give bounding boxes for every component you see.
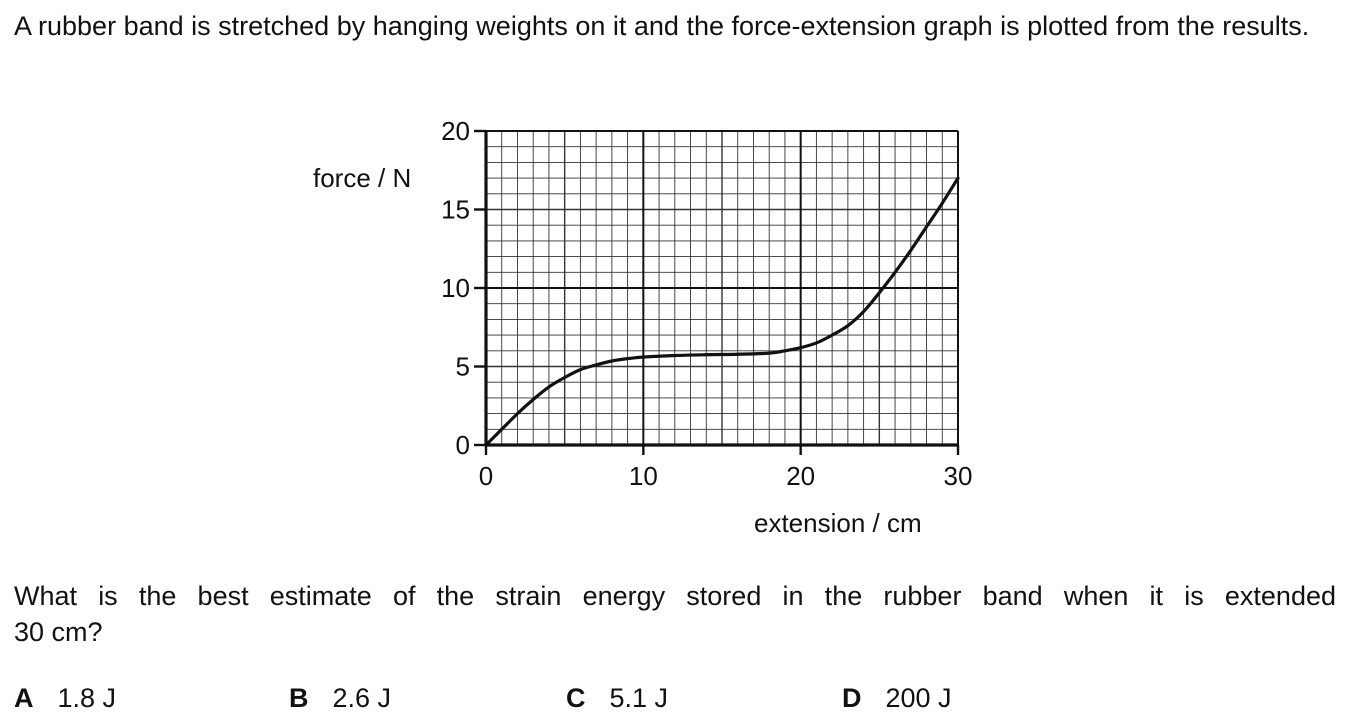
option-c-text: 5.1 J — [609, 683, 669, 713]
option-d[interactable]: D 200 J — [842, 680, 952, 716]
y-tick-label: 15 — [441, 195, 470, 225]
tick-marks — [474, 129, 960, 455]
y-tick-label: 10 — [441, 273, 470, 303]
question-prompt-line1: What is the best estimate of the strain … — [14, 581, 1336, 611]
y-tick-label: 20 — [441, 116, 470, 146]
option-c-letter: C — [566, 683, 586, 713]
y-tick-label: 5 — [456, 352, 470, 382]
question-prompt-line2: 30 cm? — [14, 617, 103, 647]
option-a-letter: A — [14, 683, 34, 713]
x-tick-label: 0 — [479, 461, 493, 491]
option-b[interactable]: B 2.6 J — [289, 680, 391, 716]
force-extension-graph: 0 5 10 15 20 0 10 20 30 force / N extension / cm — [313, 116, 972, 538]
x-tick-label: 30 — [944, 461, 973, 491]
option-c[interactable]: C 5.1 J — [566, 680, 668, 716]
y-tick-label: 0 — [456, 430, 470, 460]
tick-labels: 0 5 10 15 20 0 10 20 30 — [441, 116, 972, 491]
option-b-letter: B — [289, 683, 309, 713]
option-a-text: 1.8 J — [57, 683, 117, 713]
x-tick-label: 20 — [786, 461, 815, 491]
force-extension-curve — [484, 176, 960, 447]
y-axis-label: force / N — [313, 163, 411, 193]
question-intro: A rubber band is stretched by hanging we… — [14, 11, 1310, 41]
x-tick-label: 10 — [629, 461, 658, 491]
option-a[interactable]: A 1.8 J — [14, 680, 116, 716]
option-d-text: 200 J — [885, 683, 952, 713]
option-b-text: 2.6 J — [332, 683, 392, 713]
option-d-letter: D — [842, 683, 862, 713]
x-axis-label: extension / cm — [754, 508, 922, 538]
